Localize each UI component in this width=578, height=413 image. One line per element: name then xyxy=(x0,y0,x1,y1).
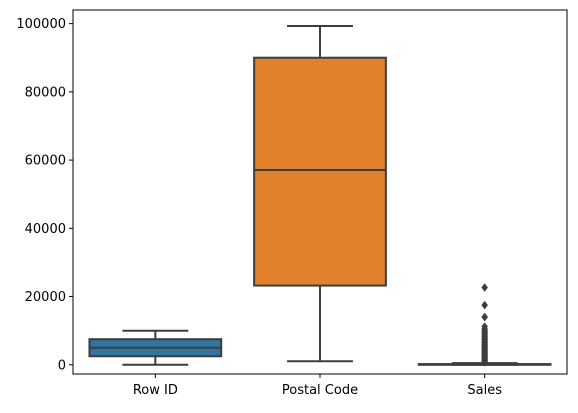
outlier-point xyxy=(481,312,488,322)
x-tick-label: Row ID xyxy=(133,383,178,398)
outlier-point xyxy=(481,283,488,292)
x-axis: Row ID Postal Code Sales xyxy=(133,374,502,398)
y-tick-label: 60000 xyxy=(25,154,66,169)
y-tick-label: 100000 xyxy=(16,17,66,32)
box-row-id xyxy=(88,329,223,366)
y-tick-label: 40000 xyxy=(25,222,66,237)
outlier-point xyxy=(481,357,488,367)
box-sales xyxy=(417,283,552,367)
boxes-layer xyxy=(88,25,552,367)
y-axis: 0 20000 40000 60000 80000 100000 xyxy=(16,17,73,373)
y-tick-label: 80000 xyxy=(25,85,66,100)
y-tick-label: 0 xyxy=(58,358,66,373)
box-postal-code xyxy=(253,25,387,363)
iqr-box xyxy=(253,56,387,287)
x-tick-label: Sales xyxy=(467,383,502,398)
x-tick-label: Postal Code xyxy=(282,383,358,398)
y-tick-label: 20000 xyxy=(25,290,66,305)
outlier-point xyxy=(481,300,488,310)
